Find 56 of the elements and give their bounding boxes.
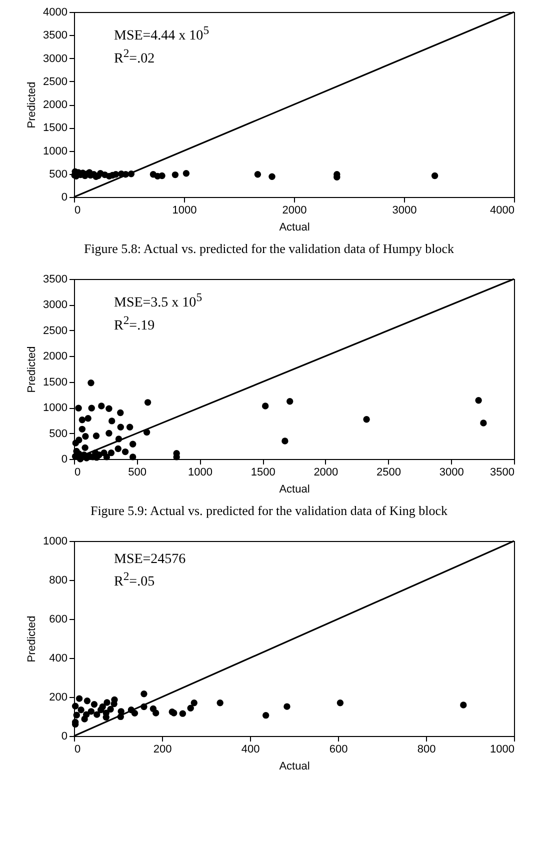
x-tick-label: 0 xyxy=(74,744,81,756)
annotation: R$^{2}$=.05 xyxy=(114,569,156,591)
x-axis-title: Actual xyxy=(279,760,310,772)
x-tick-label: 600 xyxy=(329,744,348,756)
y-tick-label: 1500 xyxy=(43,122,68,134)
y-tick-label: 2000 xyxy=(43,350,68,363)
x-tick-label: 2500 xyxy=(376,466,402,478)
y-tick-label: 4000 xyxy=(43,6,68,18)
x-tick-label: 3000 xyxy=(392,204,417,216)
annotation: MSE=4.44 x 10$^{5}$ xyxy=(114,23,210,45)
y-tick-label: 1000 xyxy=(43,402,68,414)
caption: Figure 5.9: Actual vs. predicted for the validation data of King block xyxy=(89,503,449,519)
y-tick-label: 600 xyxy=(49,614,68,626)
y-tick-label: 400 xyxy=(49,652,68,664)
annotation: MSE=24576 xyxy=(114,551,186,568)
y-tick-label: 1500 xyxy=(43,376,68,388)
x-tick-label: 200 xyxy=(153,744,172,756)
y-tick-label: 0 xyxy=(61,730,68,742)
x-tick-label: 3500 xyxy=(490,466,514,478)
annotation: R$^{2}$=.19 xyxy=(114,312,156,334)
x-tick-label: 500 xyxy=(128,466,147,478)
x-tick-label: 0 xyxy=(74,466,81,478)
annotation: MSE=3.5 x 10$^{5}$ xyxy=(114,290,202,312)
y-axis-title: Predicted xyxy=(26,616,38,662)
x-tick-label: 400 xyxy=(241,744,260,756)
x-tick-label: 4000 xyxy=(490,204,514,216)
y-tick-label: 500 xyxy=(49,428,68,440)
x-tick-label: 800 xyxy=(417,744,436,756)
caption: Figure 5.8: Actual vs. predicted for the validation data of Humpy block xyxy=(82,241,456,257)
y-tick-label: 2500 xyxy=(43,76,68,88)
y-tick-label: 200 xyxy=(49,692,68,704)
y-tick-label: 0 xyxy=(61,192,68,204)
y-tick-label: 800 xyxy=(49,574,68,586)
x-axis-title: Actual xyxy=(279,484,310,496)
x-tick-label: 2000 xyxy=(282,204,307,216)
y-tick-label: 1000 xyxy=(43,145,68,158)
x-axis-title: Actual xyxy=(279,222,310,234)
x-tick-label: 2000 xyxy=(314,466,338,478)
annotation: R$^{2}$=.02 xyxy=(114,46,156,68)
y-tick-label: 3000 xyxy=(43,52,68,65)
y-tick-label: 2000 xyxy=(43,99,68,111)
x-tick-label: 1000 xyxy=(188,466,212,478)
y-tick-label: 3500 xyxy=(43,30,68,42)
y-tick-label: 3500 xyxy=(43,274,68,286)
x-tick-label: 1000 xyxy=(172,204,197,216)
y-tick-label: 2500 xyxy=(43,324,68,337)
x-tick-label: 0 xyxy=(74,204,81,216)
x-tick-label: 1000 xyxy=(490,744,514,756)
y-axis-title: Predicted xyxy=(26,346,38,393)
y-tick-label: 3000 xyxy=(43,299,68,312)
y-tick-label: 500 xyxy=(49,168,68,180)
x-tick-label: 3000 xyxy=(439,466,464,478)
y-tick-label: 1000 xyxy=(43,536,68,548)
x-tick-label: 1500 xyxy=(250,466,276,478)
y-tick-label: 0 xyxy=(61,454,68,466)
y-axis-title: Predicted xyxy=(26,82,38,128)
